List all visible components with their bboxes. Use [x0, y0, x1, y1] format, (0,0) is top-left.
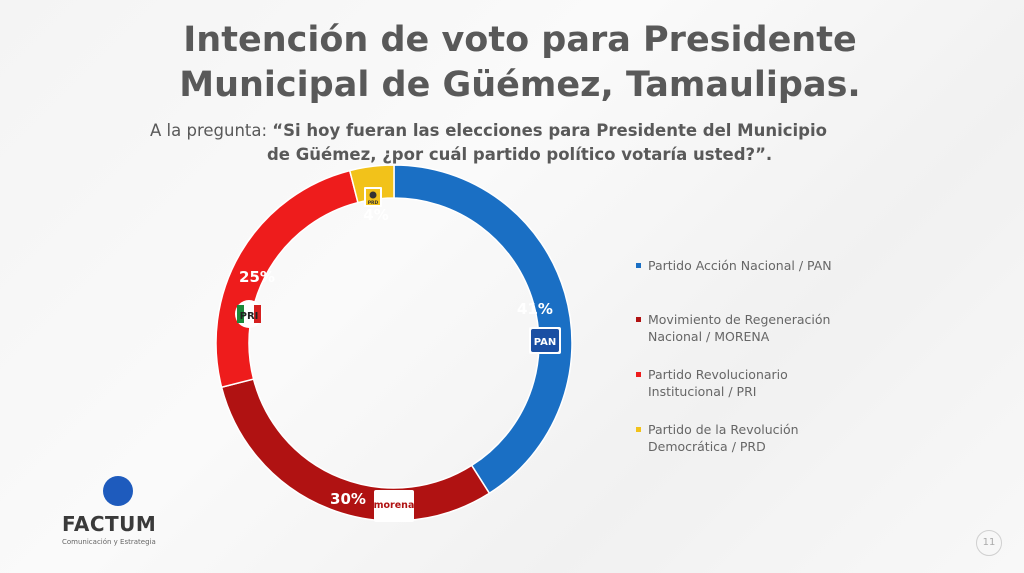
pan-logo-icon: PAN	[529, 327, 561, 354]
svg-text:morena: morena	[374, 500, 415, 511]
legend-label-morena-2: Nacional / MORENA	[648, 329, 770, 344]
title-line-1: Intención de voto para Presidente	[183, 20, 857, 60]
logo-tagline: Comunicación y Estrategia	[62, 538, 156, 546]
legend-item-prd: Partido de la Revolución Democrática / P…	[636, 421, 886, 461]
legend-swatch-pri	[636, 372, 641, 377]
svg-text:PRD: PRD	[368, 200, 379, 206]
legend-swatch-pan	[636, 263, 641, 268]
legend-label-pan-1: Partido Acción Nacional / PAN	[648, 258, 832, 273]
question-lead: A la pregunta:	[150, 121, 273, 140]
question-line-1: A la pregunta: “Si hoy fueran las elecci…	[150, 119, 910, 143]
question-text: A la pregunta: “Si hoy fueran las elecci…	[150, 119, 910, 167]
legend-item-morena: Movimiento de Regeneración Nacional / MO…	[636, 311, 886, 366]
svg-text:PRI: PRI	[240, 311, 259, 322]
data-label-morena: 30%	[330, 490, 366, 508]
question-quote-2: de Güémez, ¿por cuál partido político vo…	[267, 145, 773, 164]
legend-item-pri: Partido Revolucionario Institucional / P…	[636, 366, 886, 421]
slice-pri	[215, 169, 359, 389]
prd-logo-icon: PRD	[364, 187, 382, 207]
logo-dot-icon	[103, 476, 133, 506]
legend-label-morena-1: Movimiento de Regeneración	[648, 312, 831, 327]
data-label-pri: 25%	[239, 268, 275, 286]
slice-prd	[348, 164, 395, 204]
morena-logo-icon: morena	[374, 490, 415, 522]
data-label-pan: 41%	[517, 300, 553, 318]
page-number: 11	[976, 530, 1002, 556]
question-quote-1: “Si hoy fueran las elecciones para Presi…	[272, 121, 827, 140]
svg-text:PAN: PAN	[534, 337, 557, 348]
logo-name: FACTUM	[62, 512, 157, 536]
legend-item-pan: Partido Acción Nacional / PAN	[636, 257, 886, 311]
legend-swatch-morena	[636, 317, 641, 322]
title-line-2: Municipal de Güémez, Tamaulipas.	[179, 65, 861, 105]
legend-label-prd-1: Partido de la Revolución	[648, 422, 799, 437]
legend-swatch-prd	[636, 427, 641, 432]
legend-label-pri-2: Institucional / PRI	[648, 384, 757, 399]
legend-label-pri-1: Partido Revolucionario	[648, 367, 788, 382]
page-title: Intención de voto para Presidente Munici…	[0, 18, 1024, 108]
pri-logo-icon: PRI	[235, 300, 263, 328]
chart-legend: Partido Acción Nacional / PAN Movimiento…	[636, 257, 886, 461]
data-label-prd: 4%	[363, 206, 388, 224]
legend-label-prd-2: Democrática / PRD	[648, 439, 766, 454]
